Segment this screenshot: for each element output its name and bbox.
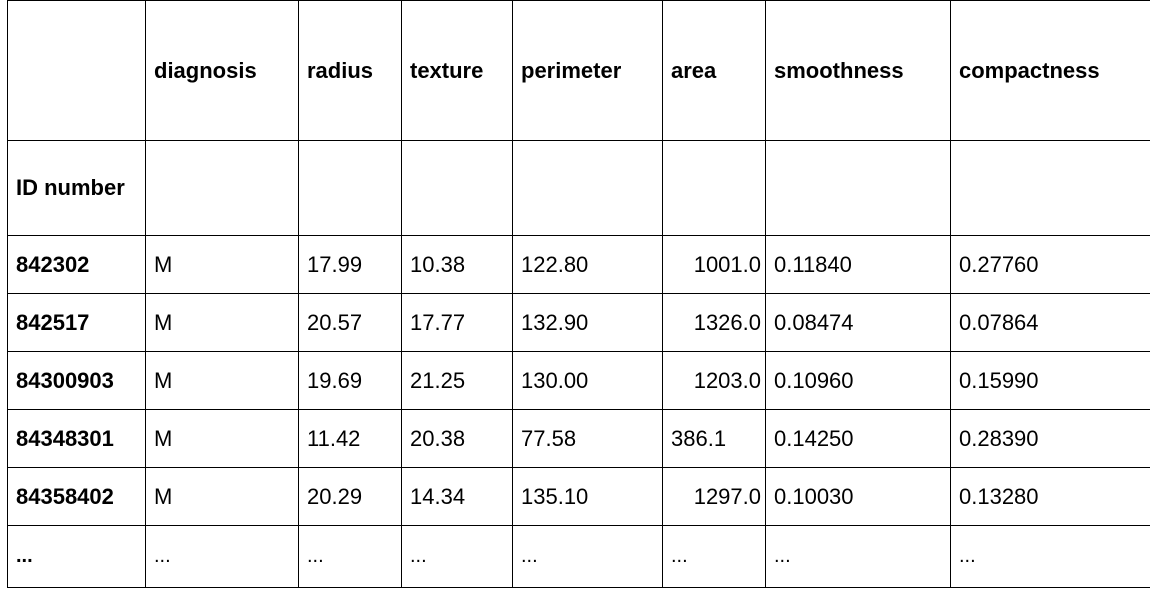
texture-cell: 10.38 xyxy=(401,235,513,294)
empty-header-cell xyxy=(298,140,402,236)
ellipsis-cell: ... xyxy=(298,525,402,588)
empty-header-cell xyxy=(765,140,951,236)
dataframe-table: diagnosis radius texture perimeter area … xyxy=(7,0,1150,588)
texture-cell: 21.25 xyxy=(401,351,513,410)
table-row: 84300903 M 19.69 21.25 130.00 1203.0 0.1… xyxy=(7,351,1150,410)
ellipsis-cell: ... xyxy=(145,525,299,588)
area-cell: 1297.0 xyxy=(662,467,766,526)
table-row: 842517 M 20.57 17.77 132.90 1326.0 0.084… xyxy=(7,293,1150,352)
row-id-cell: 84348301 xyxy=(7,409,146,468)
diagnosis-cell: M xyxy=(145,351,299,410)
texture-cell: 17.77 xyxy=(401,293,513,352)
perimeter-cell: 132.90 xyxy=(512,293,663,352)
table-row: 84358402 M 20.29 14.34 135.10 1297.0 0.1… xyxy=(7,467,1150,526)
smoothness-cell: 0.10030 xyxy=(765,467,951,526)
column-header-compactness: compactness xyxy=(950,0,1150,141)
index-name-row: ID number xyxy=(7,140,1150,236)
compactness-cell: 0.28390 xyxy=(950,409,1150,468)
diagnosis-cell: M xyxy=(145,409,299,468)
compactness-cell: 0.13280 xyxy=(950,467,1150,526)
column-header-diagnosis: diagnosis xyxy=(145,0,299,141)
empty-header-cell xyxy=(401,140,513,236)
compactness-cell: 0.15990 xyxy=(950,351,1150,410)
perimeter-cell: 135.10 xyxy=(512,467,663,526)
empty-header-cell xyxy=(662,140,766,236)
area-cell: 1001.0 xyxy=(662,235,766,294)
perimeter-cell: 130.00 xyxy=(512,351,663,410)
area-cell: 386.1 xyxy=(662,409,766,468)
row-id-cell: 84358402 xyxy=(7,467,146,526)
column-header-radius: radius xyxy=(298,0,402,141)
row-id-cell: 84300903 xyxy=(7,351,146,410)
radius-cell: 20.29 xyxy=(298,467,402,526)
diagnosis-cell: M xyxy=(145,293,299,352)
smoothness-cell: 0.08474 xyxy=(765,293,951,352)
ellipsis-cell: ... xyxy=(662,525,766,588)
ellipsis-cell: ... xyxy=(512,525,663,588)
ellipsis-cell: ... xyxy=(950,525,1150,588)
index-corner-cell xyxy=(7,0,146,141)
radius-cell: 17.99 xyxy=(298,235,402,294)
smoothness-cell: 0.14250 xyxy=(765,409,951,468)
texture-cell: 14.34 xyxy=(401,467,513,526)
perimeter-cell: 77.58 xyxy=(512,409,663,468)
smoothness-cell: 0.11840 xyxy=(765,235,951,294)
index-name-header: ID number xyxy=(7,140,146,236)
column-header-smoothness: smoothness xyxy=(765,0,951,141)
column-header-area: area xyxy=(662,0,766,141)
ellipsis-row: ... ... ... ... ... ... ... ... xyxy=(7,525,1150,588)
table-row: 842302 M 17.99 10.38 122.80 1001.0 0.118… xyxy=(7,235,1150,294)
smoothness-cell: 0.10960 xyxy=(765,351,951,410)
compactness-cell: 0.27760 xyxy=(950,235,1150,294)
ellipsis-cell: ... xyxy=(7,525,146,588)
diagnosis-cell: M xyxy=(145,235,299,294)
compactness-cell: 0.07864 xyxy=(950,293,1150,352)
row-id-cell: 842517 xyxy=(7,293,146,352)
radius-cell: 19.69 xyxy=(298,351,402,410)
perimeter-cell: 122.80 xyxy=(512,235,663,294)
empty-header-cell xyxy=(145,140,299,236)
diagnosis-cell: M xyxy=(145,467,299,526)
column-header-perimeter: perimeter xyxy=(512,0,663,141)
radius-cell: 20.57 xyxy=(298,293,402,352)
area-cell: 1203.0 xyxy=(662,351,766,410)
texture-cell: 20.38 xyxy=(401,409,513,468)
column-header-row: diagnosis radius texture perimeter area … xyxy=(7,0,1150,141)
radius-cell: 11.42 xyxy=(298,409,402,468)
empty-header-cell xyxy=(512,140,663,236)
area-cell: 1326.0 xyxy=(662,293,766,352)
table-row: 84348301 M 11.42 20.38 77.58 386.1 0.142… xyxy=(7,409,1150,468)
empty-header-cell xyxy=(950,140,1150,236)
row-id-cell: 842302 xyxy=(7,235,146,294)
column-header-texture: texture xyxy=(401,0,513,141)
ellipsis-cell: ... xyxy=(401,525,513,588)
ellipsis-cell: ... xyxy=(765,525,951,588)
